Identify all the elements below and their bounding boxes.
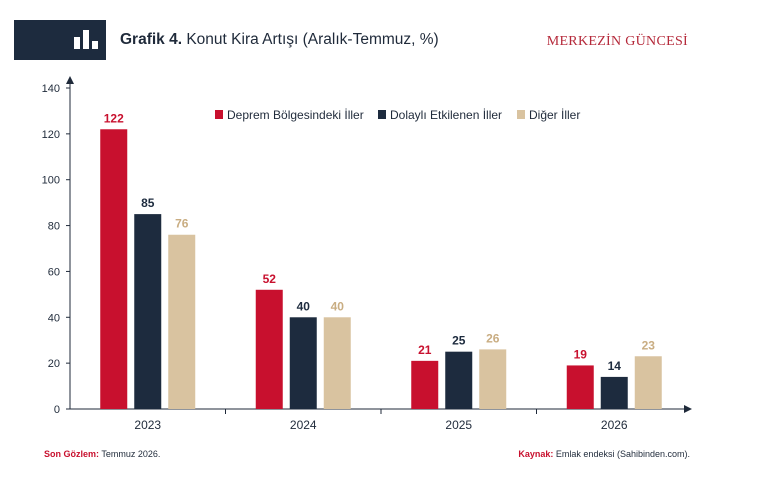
y-tick-label: 100 (42, 175, 60, 187)
bar (566, 365, 594, 409)
bar (411, 360, 439, 409)
data-label: 76 (175, 217, 189, 231)
footer-source-value: Emlak endeksi (Sahibinden.com). (555, 449, 690, 459)
bar (479, 349, 507, 409)
data-label: 40 (297, 299, 311, 313)
chart-title: Grafik 4. Konut Kira Artışı (Aralık-Temm… (120, 31, 439, 49)
y-tick-label: 20 (48, 358, 60, 370)
data-label: 52 (263, 272, 277, 286)
legend-label: Diğer İller (529, 108, 580, 122)
footer-last-observation: Son Gözlem: Temmuz 2026. (44, 449, 160, 459)
data-label: 19 (574, 347, 588, 361)
y-tick-label: 40 (48, 312, 60, 324)
bar (445, 351, 473, 409)
chart-title-text: Konut Kira Artışı (Aralık-Temmuz, %) (186, 31, 439, 48)
bar (100, 129, 128, 409)
data-label: 21 (418, 343, 432, 357)
data-label: 25 (452, 334, 466, 348)
brand-name: MERKEZİN GÜNCESİ (546, 34, 688, 49)
chart-title-label: Grafik 4. (120, 31, 183, 48)
legend-swatch (378, 110, 386, 119)
bar (600, 376, 628, 409)
bar-chart-icon (74, 30, 98, 49)
legend-swatch (517, 110, 525, 119)
legend-swatch (215, 110, 223, 119)
x-tick-label: 2023 (134, 418, 161, 432)
header-logo-band (14, 20, 106, 60)
y-axis-arrow (66, 76, 74, 84)
data-label: 85 (141, 196, 155, 210)
bar (134, 214, 162, 409)
footer-last-observation-key: Son Gözlem: (44, 449, 100, 459)
legend-label: Dolaylı Etkilenen İller (390, 108, 502, 122)
x-tick-label: 2026 (601, 418, 628, 432)
y-tick-label: 140 (42, 83, 60, 95)
y-tick-label: 120 (42, 129, 60, 141)
footer-source: Kaynak: Emlak endeksi (Sahibinden.com). (518, 449, 690, 459)
y-tick-label: 80 (48, 221, 60, 233)
data-label: 26 (486, 331, 500, 345)
y-tick-label: 0 (54, 404, 60, 416)
data-label: 122 (104, 111, 124, 125)
data-label: 40 (331, 299, 345, 313)
x-tick-label: 2025 (445, 418, 472, 432)
data-label: 14 (608, 359, 622, 373)
bar (168, 234, 196, 409)
footer-last-observation-value: Temmuz 2026. (101, 449, 161, 459)
bar (255, 289, 283, 409)
footer-source-key: Kaynak: (518, 449, 554, 459)
bar (323, 317, 351, 409)
bar (289, 317, 317, 409)
legend-label: Deprem Bölgesindeki İller (227, 108, 364, 122)
x-tick-label: 2024 (290, 418, 317, 432)
bar (634, 356, 662, 409)
y-tick-label: 60 (48, 266, 60, 278)
x-axis-arrow (684, 405, 692, 413)
data-label: 23 (642, 338, 656, 352)
